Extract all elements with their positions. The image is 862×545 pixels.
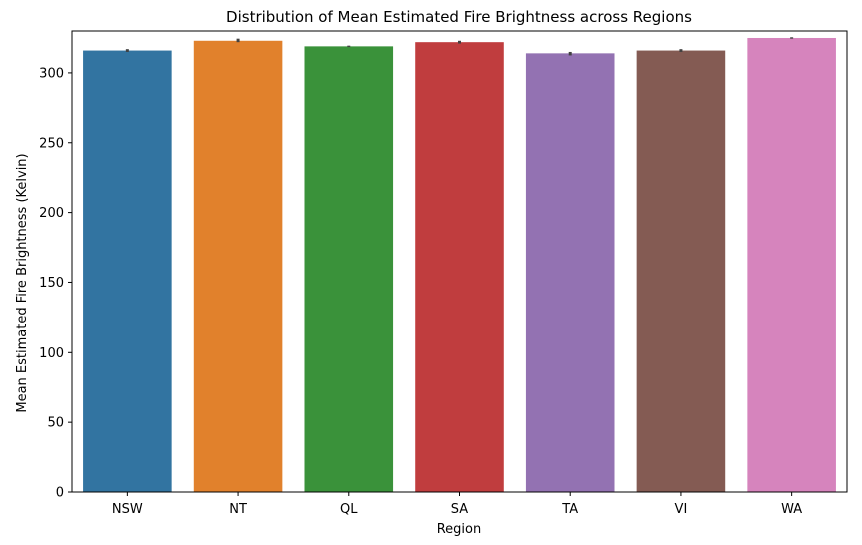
bar-ta xyxy=(525,53,615,493)
plot-frame xyxy=(71,30,848,493)
bar-ql xyxy=(304,46,394,492)
bars-group xyxy=(83,37,836,493)
x-axis: NSW NT QL SA TA VI WA xyxy=(112,492,802,517)
chart-title: Distribution of Mean Estimated Fire Brig… xyxy=(226,8,692,26)
bar-sa xyxy=(415,42,504,493)
x-tick-label: TA xyxy=(561,502,578,517)
bar-vi xyxy=(636,50,726,492)
x-axis-label: Region xyxy=(437,522,482,537)
y-axis: 0 50 100 150 200 250 300 xyxy=(39,66,72,501)
y-tick-label: 100 xyxy=(39,346,64,361)
x-tick-label: VI xyxy=(675,502,688,517)
x-tick-label: WA xyxy=(781,502,802,517)
x-tick-label: NT xyxy=(229,502,247,517)
error-bars-group xyxy=(125,37,794,56)
y-tick-label: 0 xyxy=(56,486,64,501)
y-tick-label: 200 xyxy=(39,206,64,221)
x-tick-label: NSW xyxy=(112,502,143,517)
y-tick-label: 300 xyxy=(39,66,64,81)
bar-nt xyxy=(193,40,283,493)
x-tick-label: SA xyxy=(451,502,468,517)
y-tick-label: 250 xyxy=(39,136,64,151)
y-tick-label: 150 xyxy=(39,276,64,291)
bar-wa xyxy=(747,37,836,492)
y-tick-label: 50 xyxy=(47,416,64,431)
bar-nsw xyxy=(83,50,172,492)
y-axis-label: Mean Estimated Fire Brightness (Kelvin) xyxy=(15,153,30,412)
x-tick-label: QL xyxy=(340,502,358,517)
